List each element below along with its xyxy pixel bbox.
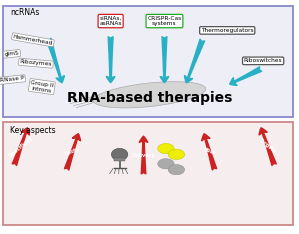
Ellipse shape — [158, 143, 174, 154]
Text: Delivery: Delivery — [132, 153, 155, 157]
Text: RNase P: RNase P — [0, 76, 25, 83]
FancyBboxPatch shape — [114, 158, 125, 161]
Ellipse shape — [158, 159, 174, 169]
Text: Specificity: Specificity — [8, 135, 34, 158]
Text: Hammerhead: Hammerhead — [13, 34, 53, 46]
Ellipse shape — [168, 149, 184, 160]
Text: siRNAs,
asRNAs: siRNAs, asRNAs — [99, 16, 122, 26]
Text: Group II
introns: Group II introns — [30, 80, 54, 94]
Text: ncRNAs: ncRNAs — [10, 8, 40, 17]
Text: RNA-based therapies: RNA-based therapies — [67, 91, 232, 105]
Text: Ribozymes: Ribozymes — [19, 59, 52, 67]
Text: Costs: Costs — [64, 146, 81, 157]
Text: Targets: Targets — [258, 138, 277, 155]
Ellipse shape — [111, 148, 128, 161]
Ellipse shape — [168, 165, 184, 175]
Text: Thermoregulators: Thermoregulators — [201, 28, 254, 33]
Text: CRISPR-Cas
systems: CRISPR-Cas systems — [147, 16, 181, 26]
Text: glmS: glmS — [4, 51, 20, 57]
FancyBboxPatch shape — [3, 6, 293, 117]
Text: Riboswitches: Riboswitches — [244, 58, 283, 63]
Ellipse shape — [93, 82, 206, 108]
FancyBboxPatch shape — [3, 122, 293, 225]
Text: Host: Host — [202, 147, 216, 156]
Text: Key aspects: Key aspects — [10, 126, 56, 135]
